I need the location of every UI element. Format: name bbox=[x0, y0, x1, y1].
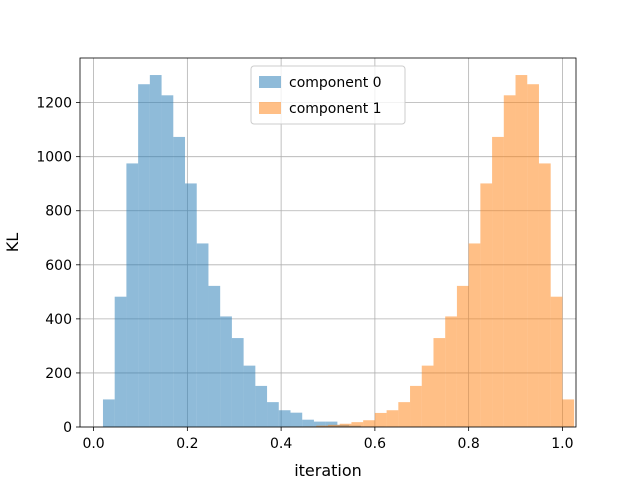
y-axis-ticks: 0 200 400 600 800 1000 1200 bbox=[36, 96, 80, 436]
x-axis-label: iteration bbox=[294, 461, 362, 480]
histogram-bar-series-1 bbox=[456, 285, 469, 427]
histogram-bar-series-1 bbox=[480, 183, 493, 427]
legend-swatch bbox=[259, 76, 281, 88]
y-tick-label: 800 bbox=[45, 204, 72, 220]
histogram-bar-series-1 bbox=[562, 399, 575, 427]
histogram-bar-series-1 bbox=[527, 84, 539, 427]
plot-frame bbox=[79, 57, 577, 428]
histogram-bar-series-0 bbox=[138, 84, 150, 427]
histogram-bar-series-1 bbox=[503, 95, 516, 428]
histogram-bar-series-0 bbox=[173, 136, 186, 427]
y-tick-label: 0 bbox=[63, 420, 72, 436]
legend-label: component 0 bbox=[289, 75, 382, 91]
histogram-bar-series-0 bbox=[185, 183, 197, 427]
legend: component 0 component 1 bbox=[250, 65, 406, 125]
y-tick-label: 1000 bbox=[36, 150, 72, 166]
histogram-bar-series-0 bbox=[114, 296, 127, 427]
histogram-bar-series-0 bbox=[220, 316, 232, 427]
histogram-bar-series-1 bbox=[351, 422, 364, 427]
histogram-bar-series-0 bbox=[313, 421, 326, 427]
x-tick-label: 0.0 bbox=[82, 436, 104, 452]
histogram-bar-series-1 bbox=[316, 425, 328, 427]
histogram-bar-series-1 bbox=[445, 316, 457, 427]
histogram-bar-series-1 bbox=[386, 410, 399, 427]
histogram-bar-series-1 bbox=[468, 243, 481, 427]
histogram-bar-series-0 bbox=[196, 243, 209, 427]
x-tick-label: 0.8 bbox=[458, 436, 480, 452]
histogram-bar-series-1 bbox=[374, 412, 387, 427]
histogram-bar-series-1 bbox=[328, 424, 340, 427]
histogram-bar-series-1 bbox=[492, 136, 504, 427]
legend-label: component 1 bbox=[289, 101, 382, 117]
histogram-bar-series-0 bbox=[161, 95, 174, 428]
y-tick-label: 400 bbox=[45, 312, 72, 328]
histogram-bar-series-0 bbox=[243, 365, 256, 427]
histogram-bar-series-0 bbox=[302, 419, 314, 427]
histogram-bar-series-1 bbox=[515, 75, 528, 428]
histogram-bar-series-1 bbox=[410, 385, 422, 427]
y-tick-label: 1200 bbox=[36, 96, 72, 112]
histogram-bar-series-1 bbox=[538, 163, 551, 427]
bars-group bbox=[102, 75, 575, 428]
histogram-bar-series-1 bbox=[339, 423, 352, 427]
x-tick-label: 1.0 bbox=[551, 436, 573, 452]
y-axis-label: KL bbox=[3, 233, 22, 252]
histogram-bar-series-0 bbox=[149, 75, 162, 428]
histogram-bar-series-0 bbox=[208, 285, 221, 427]
histogram-bar-series-0 bbox=[267, 402, 279, 427]
histogram-bar-series-0 bbox=[325, 421, 338, 427]
x-tick-label: 0.6 bbox=[364, 436, 386, 452]
histogram-bar-series-0 bbox=[126, 163, 139, 427]
legend-box bbox=[250, 65, 406, 125]
histogram-bar-series-0 bbox=[231, 338, 244, 427]
histogram-bar-series-0 bbox=[278, 410, 291, 427]
x-axis-ticks: 0.0 0.2 0.4 0.6 0.8 1.0 bbox=[82, 427, 574, 452]
histogram-bar-series-1 bbox=[421, 365, 434, 427]
histogram-bar-series-1 bbox=[550, 296, 563, 427]
y-tick-label: 600 bbox=[45, 258, 72, 274]
histogram-bar-series-1 bbox=[433, 338, 446, 427]
x-tick-label: 0.2 bbox=[176, 436, 198, 452]
legend-swatch bbox=[259, 102, 281, 114]
histogram-bar-series-1 bbox=[363, 420, 375, 427]
y-tick-label: 200 bbox=[45, 366, 72, 382]
histogram-bar-series-0 bbox=[290, 412, 303, 427]
histogram-bar-series-1 bbox=[398, 402, 411, 427]
histogram-bar-series-0 bbox=[255, 385, 268, 427]
histogram-bar-series-0 bbox=[102, 399, 115, 427]
x-tick-label: 0.4 bbox=[270, 436, 292, 452]
